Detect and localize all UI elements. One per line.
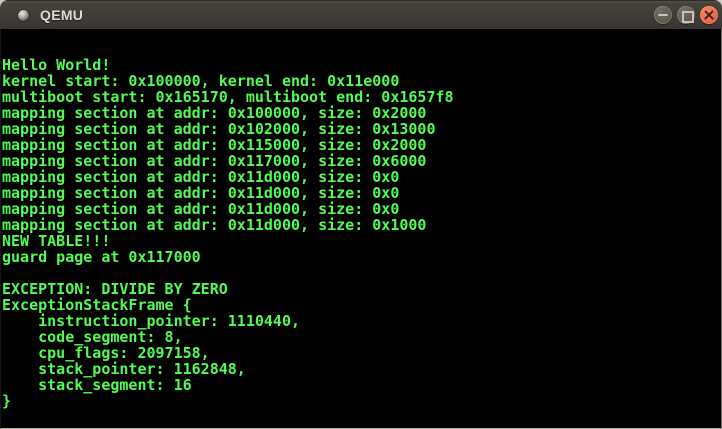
- terminal-line: }: [2, 392, 12, 410]
- terminal-line: mapping section at addr: 0x115000, size:…: [2, 136, 427, 154]
- terminal-line: mapping section at addr: 0x102000, size:…: [2, 120, 436, 138]
- terminal-line: cpu_flags: 2097158,: [2, 344, 210, 362]
- terminal-line: multiboot start: 0x165170, multiboot end…: [2, 88, 454, 106]
- terminal-line: mapping section at addr: 0x11d000, size:…: [2, 200, 400, 218]
- maximize-button[interactable]: [677, 6, 695, 24]
- terminal-line: [2, 265, 721, 281]
- minimize-button[interactable]: [654, 6, 672, 24]
- terminal-line: stack_pointer: 1162848,: [2, 360, 246, 378]
- terminal-line: mapping section at addr: 0x11d000, size:…: [2, 168, 400, 186]
- terminal-line: mapping section at addr: 0x11d000, size:…: [2, 216, 427, 234]
- qemu-app-icon: [18, 9, 29, 21]
- terminal-line: mapping section at addr: 0x100000, size:…: [2, 104, 427, 122]
- terminal-output: Hello World! kernel start: 0x100000, kern…: [1, 29, 721, 409]
- vm-display[interactable]: Hello World! kernel start: 0x100000, kern…: [0, 29, 722, 429]
- titlebar[interactable]: QEMU: [0, 0, 722, 29]
- terminal-line: ExceptionStackFrame {: [2, 296, 192, 314]
- terminal-line: stack_segment: 16: [2, 376, 192, 394]
- terminal-line: NEW TABLE!!!: [2, 232, 111, 250]
- close-button[interactable]: [700, 6, 718, 24]
- terminal-line: mapping section at addr: 0x11d000, size:…: [2, 184, 400, 202]
- terminal-line: Hello World!: [2, 56, 111, 74]
- terminal-line: instruction_pointer: 1110440,: [2, 312, 301, 330]
- terminal-line: EXCEPTION: DIVIDE BY ZERO: [2, 280, 228, 298]
- terminal-line: code_segment: 8,: [2, 328, 183, 346]
- terminal-line: kernel start: 0x100000, kernel end: 0x11…: [2, 72, 400, 90]
- terminal-line: mapping section at addr: 0x117000, size:…: [2, 152, 427, 170]
- terminal-line: guard page at 0x117000: [2, 248, 201, 266]
- window-title: QEMU: [40, 7, 84, 23]
